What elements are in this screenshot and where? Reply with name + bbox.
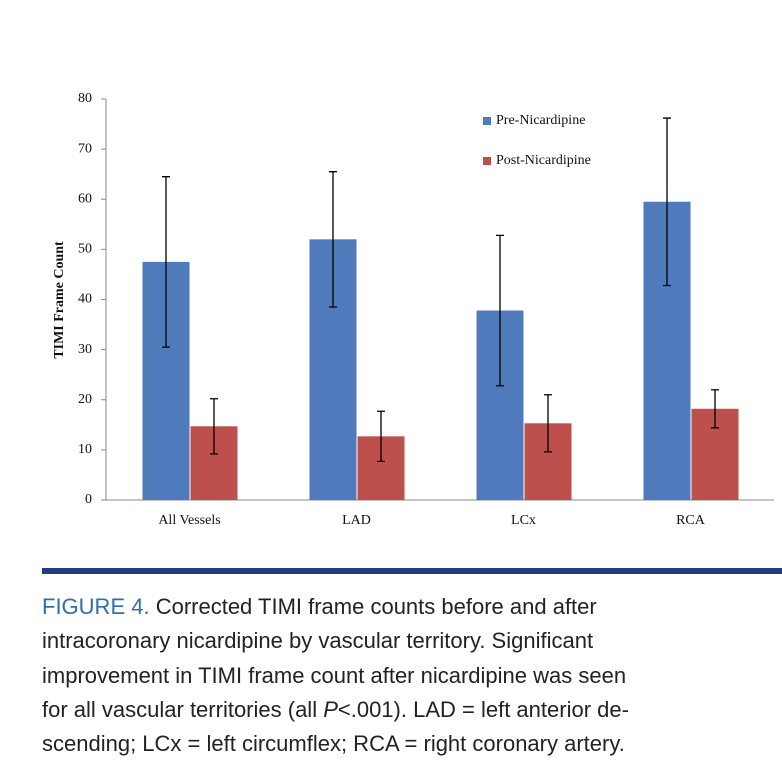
caption-text: Corrected TIMI frame counts before and a…: [155, 594, 597, 619]
y-tick-label: 40: [78, 292, 92, 307]
y-tick-label: 30: [78, 342, 92, 357]
y-tick-label: 80: [78, 91, 92, 106]
error-bar: [377, 410, 385, 463]
caption-text: <.001). LAD = left anterior de-: [337, 696, 629, 722]
x-tick-label: RCA: [676, 513, 706, 528]
legend-swatch: [483, 157, 491, 165]
error-bar: [162, 176, 170, 348]
caption-italic: P: [323, 696, 338, 722]
caption-line: intracoronary nicardipine by vascular te…: [42, 628, 594, 654]
error-bar: [496, 234, 504, 387]
x-tick-label: LCx: [511, 513, 536, 528]
x-tick-label: LAD: [342, 513, 371, 528]
caption-line: scending; LCx = left circumflex; RCA = r…: [42, 731, 625, 757]
error-bar: [210, 398, 218, 455]
chart: TIMI Frame Count 0 10 20 30 40 50 60 70 80 All Ve…: [52, 91, 774, 528]
error-bar: [711, 389, 719, 429]
legend-label: Pre-Nicardipine: [496, 113, 585, 128]
y-tick-label: 20: [78, 392, 92, 407]
y-tick-label: 60: [78, 191, 92, 206]
legend-label: Post-Nicardipine: [496, 153, 591, 168]
error-bar: [329, 171, 337, 308]
caption: FIGURE 4. Corrected TIMI frame counts be…: [42, 590, 629, 761]
y-tick-label: 50: [78, 242, 92, 257]
caption-line: FIGURE 4. Corrected TIMI frame counts be…: [42, 590, 629, 624]
legend-swatch: [483, 117, 491, 125]
caption-label: FIGURE 4.: [42, 594, 150, 619]
error-bar: [663, 117, 671, 287]
caption-line: for all vascular territories (all P<.001…: [42, 693, 629, 727]
divider: [42, 568, 782, 574]
y-tick-label: 70: [78, 141, 92, 156]
y-axis-title: TIMI Frame Count: [52, 241, 67, 359]
error-bar: [544, 394, 552, 453]
y-tick-label: 0: [85, 492, 92, 507]
y-tick-label: 10: [78, 442, 92, 457]
caption-line: improvement in TIMI frame count after ni…: [42, 662, 627, 688]
caption-text: for all vascular territories (all: [42, 696, 324, 722]
x-tick-label: All Vessels: [158, 513, 220, 528]
